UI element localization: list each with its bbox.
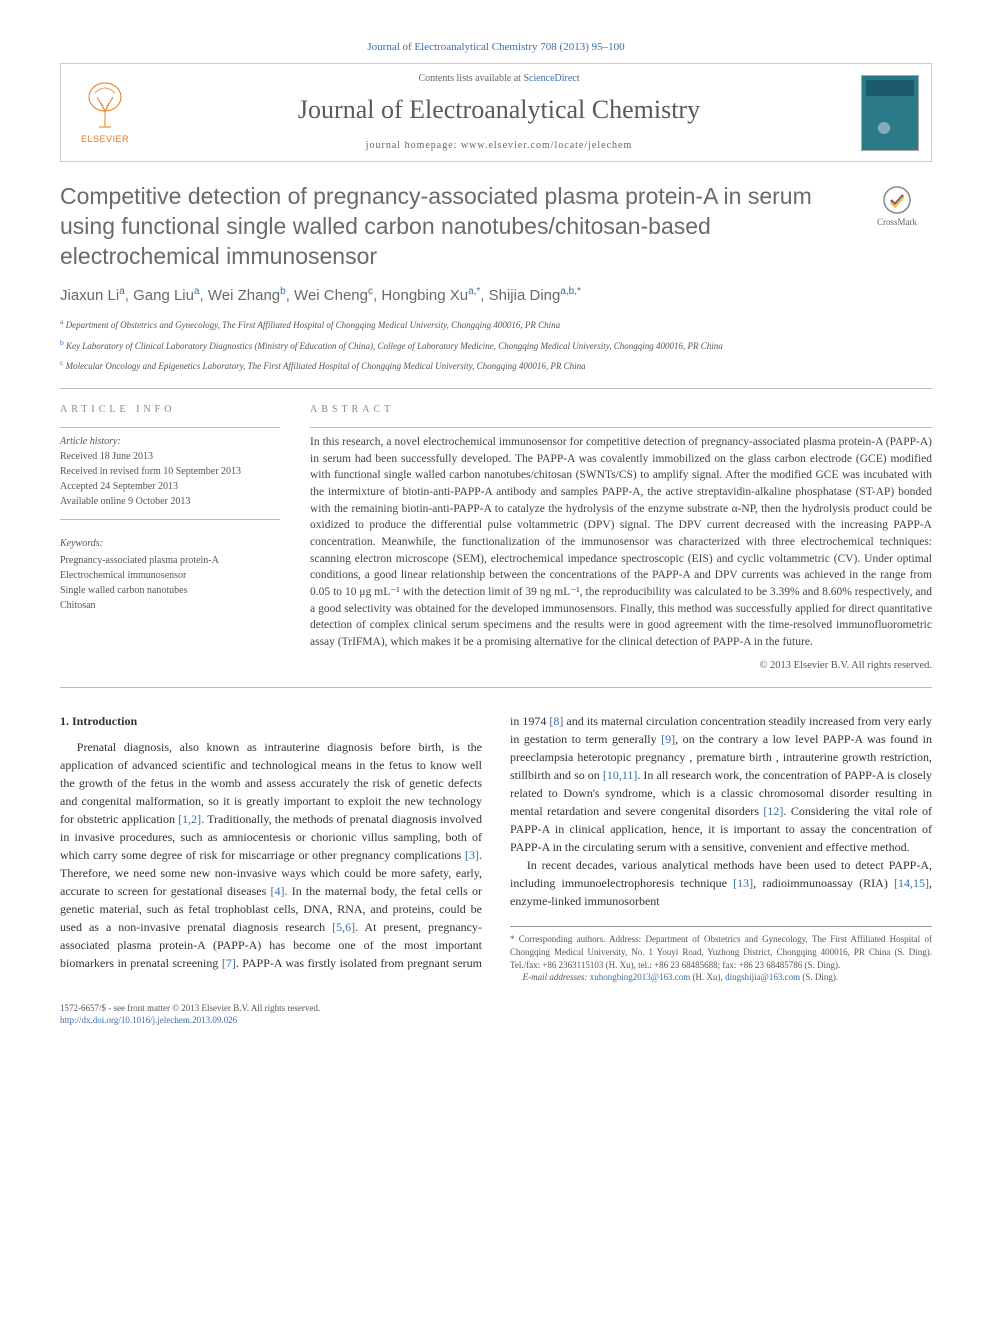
t: , radioimmunoassay (RIA) xyxy=(753,876,894,890)
ref-link[interactable]: [9] xyxy=(661,732,675,746)
article-info-heading: ARTICLE INFO xyxy=(60,403,280,417)
history-accepted: Accepted 24 September 2013 xyxy=(60,479,280,494)
affiliation-line: a Department of Obstetrics and Gynecolog… xyxy=(60,316,932,333)
crossmark-icon xyxy=(883,186,911,214)
footer-bar: 1572-6657/$ - see front matter © 2013 El… xyxy=(60,1002,932,1027)
ref-link[interactable]: [13] xyxy=(733,876,753,890)
ref-link[interactable]: [3] xyxy=(465,848,479,862)
article-title: Competitive detection of pregnancy-assoc… xyxy=(60,182,840,272)
divider-abstract xyxy=(310,427,932,428)
intro-heading: 1. Introduction xyxy=(60,712,482,730)
affiliations-block: a Department of Obstetrics and Gynecolog… xyxy=(60,316,932,374)
email-link[interactable]: dingshijia@163.com xyxy=(725,972,800,982)
header-center: Contents lists available at ScienceDirec… xyxy=(153,72,845,152)
history-received: Received 18 June 2013 xyxy=(60,449,280,464)
footer-issn: 1572-6657/$ - see front matter © 2013 El… xyxy=(60,1002,932,1015)
abstract-copyright: © 2013 Elsevier B.V. All rights reserved… xyxy=(310,659,932,674)
abstract-col: ABSTRACT In this research, a novel elect… xyxy=(310,403,932,673)
divider-info xyxy=(60,427,280,428)
keyword-item: Electrochemical immunosensor xyxy=(60,568,280,583)
ref-link[interactable]: [5,6] xyxy=(332,920,355,934)
author-list: Jiaxun Lia, Gang Liua, Wei Zhangb, Wei C… xyxy=(60,285,932,306)
email-link[interactable]: xuhongbing2013@163.com xyxy=(590,972,691,982)
history-online: Available online 9 October 2013 xyxy=(60,494,280,509)
info-abstract-row: ARTICLE INFO Article history: Received 1… xyxy=(60,403,932,673)
body-two-column: 1. Introduction Prenatal diagnosis, also… xyxy=(60,712,932,983)
journal-header-block: ELSEVIER Contents lists available at Sci… xyxy=(60,63,932,161)
journal-cover-thumb xyxy=(861,75,919,151)
crossmark-badge[interactable]: CrossMark xyxy=(862,186,932,229)
citation-header: Journal of Electroanalytical Chemistry 7… xyxy=(60,40,932,55)
divider-bottom xyxy=(60,687,932,688)
keywords-label: Keywords: xyxy=(60,536,280,551)
divider-top xyxy=(60,388,932,389)
elsevier-wordmark: ELSEVIER xyxy=(81,133,129,146)
contents-prefix: Contents lists available at xyxy=(418,73,523,84)
elsevier-logo: ELSEVIER xyxy=(73,77,137,149)
journal-name: Journal of Electroanalytical Chemistry xyxy=(153,92,845,128)
corresponding-author-footnote: * Corresponding authors. Address: Depart… xyxy=(510,926,932,983)
abstract-text: In this research, a novel electrochemica… xyxy=(310,434,932,651)
elsevier-tree-icon xyxy=(81,79,129,131)
affiliation-line: b Key Laboratory of Clinical Laboratory … xyxy=(60,337,932,354)
doi-link[interactable]: http://dx.doi.org/10.1016/j.jelechem.201… xyxy=(60,1015,237,1025)
t: eases xyxy=(241,884,271,898)
emails-label: E-mail addresses: xyxy=(523,972,590,982)
sciencedirect-link[interactable]: ScienceDirect xyxy=(523,73,579,84)
crossmark-label: CrossMark xyxy=(877,217,917,227)
abstract-heading: ABSTRACT xyxy=(310,403,932,417)
t: (H. Xu), xyxy=(690,972,725,982)
contents-line: Contents lists available at ScienceDirec… xyxy=(153,72,845,86)
ref-link[interactable]: [1,2] xyxy=(178,812,201,826)
ref-link[interactable]: [12] xyxy=(763,804,783,818)
ref-link[interactable]: [14,15] xyxy=(894,876,929,890)
journal-homepage: journal homepage: www.elsevier.com/locat… xyxy=(153,139,845,153)
article-info-col: ARTICLE INFO Article history: Received 1… xyxy=(60,403,280,673)
keyword-item: Pregnancy-associated plasma protein-A xyxy=(60,553,280,568)
ref-link[interactable]: [7] xyxy=(222,956,236,970)
ref-link[interactable]: [10,11] xyxy=(603,768,638,782)
footnote-emails: E-mail addresses: xuhongbing2013@163.com… xyxy=(510,971,932,984)
affiliation-line: c Molecular Oncology and Epigenetics Lab… xyxy=(60,357,932,374)
keyword-item: Single walled carbon nanotubes xyxy=(60,583,280,598)
intro-paragraph-2: In recent decades, various analytical me… xyxy=(510,856,932,910)
t: (S. Ding). xyxy=(800,972,838,982)
article-history: Article history: Received 18 June 2013 R… xyxy=(60,434,280,509)
keywords-block: Keywords: Pregnancy-associated plasma pr… xyxy=(60,536,280,613)
history-revised: Received in revised form 10 September 20… xyxy=(60,464,280,479)
divider-keywords xyxy=(60,519,280,520)
keyword-item: Chitosan xyxy=(60,598,280,613)
ref-link[interactable]: [8] xyxy=(549,714,563,728)
history-label: Article history: xyxy=(60,434,280,449)
ref-link[interactable]: [4] xyxy=(271,884,285,898)
footnote-text: * Corresponding authors. Address: Depart… xyxy=(510,933,932,971)
